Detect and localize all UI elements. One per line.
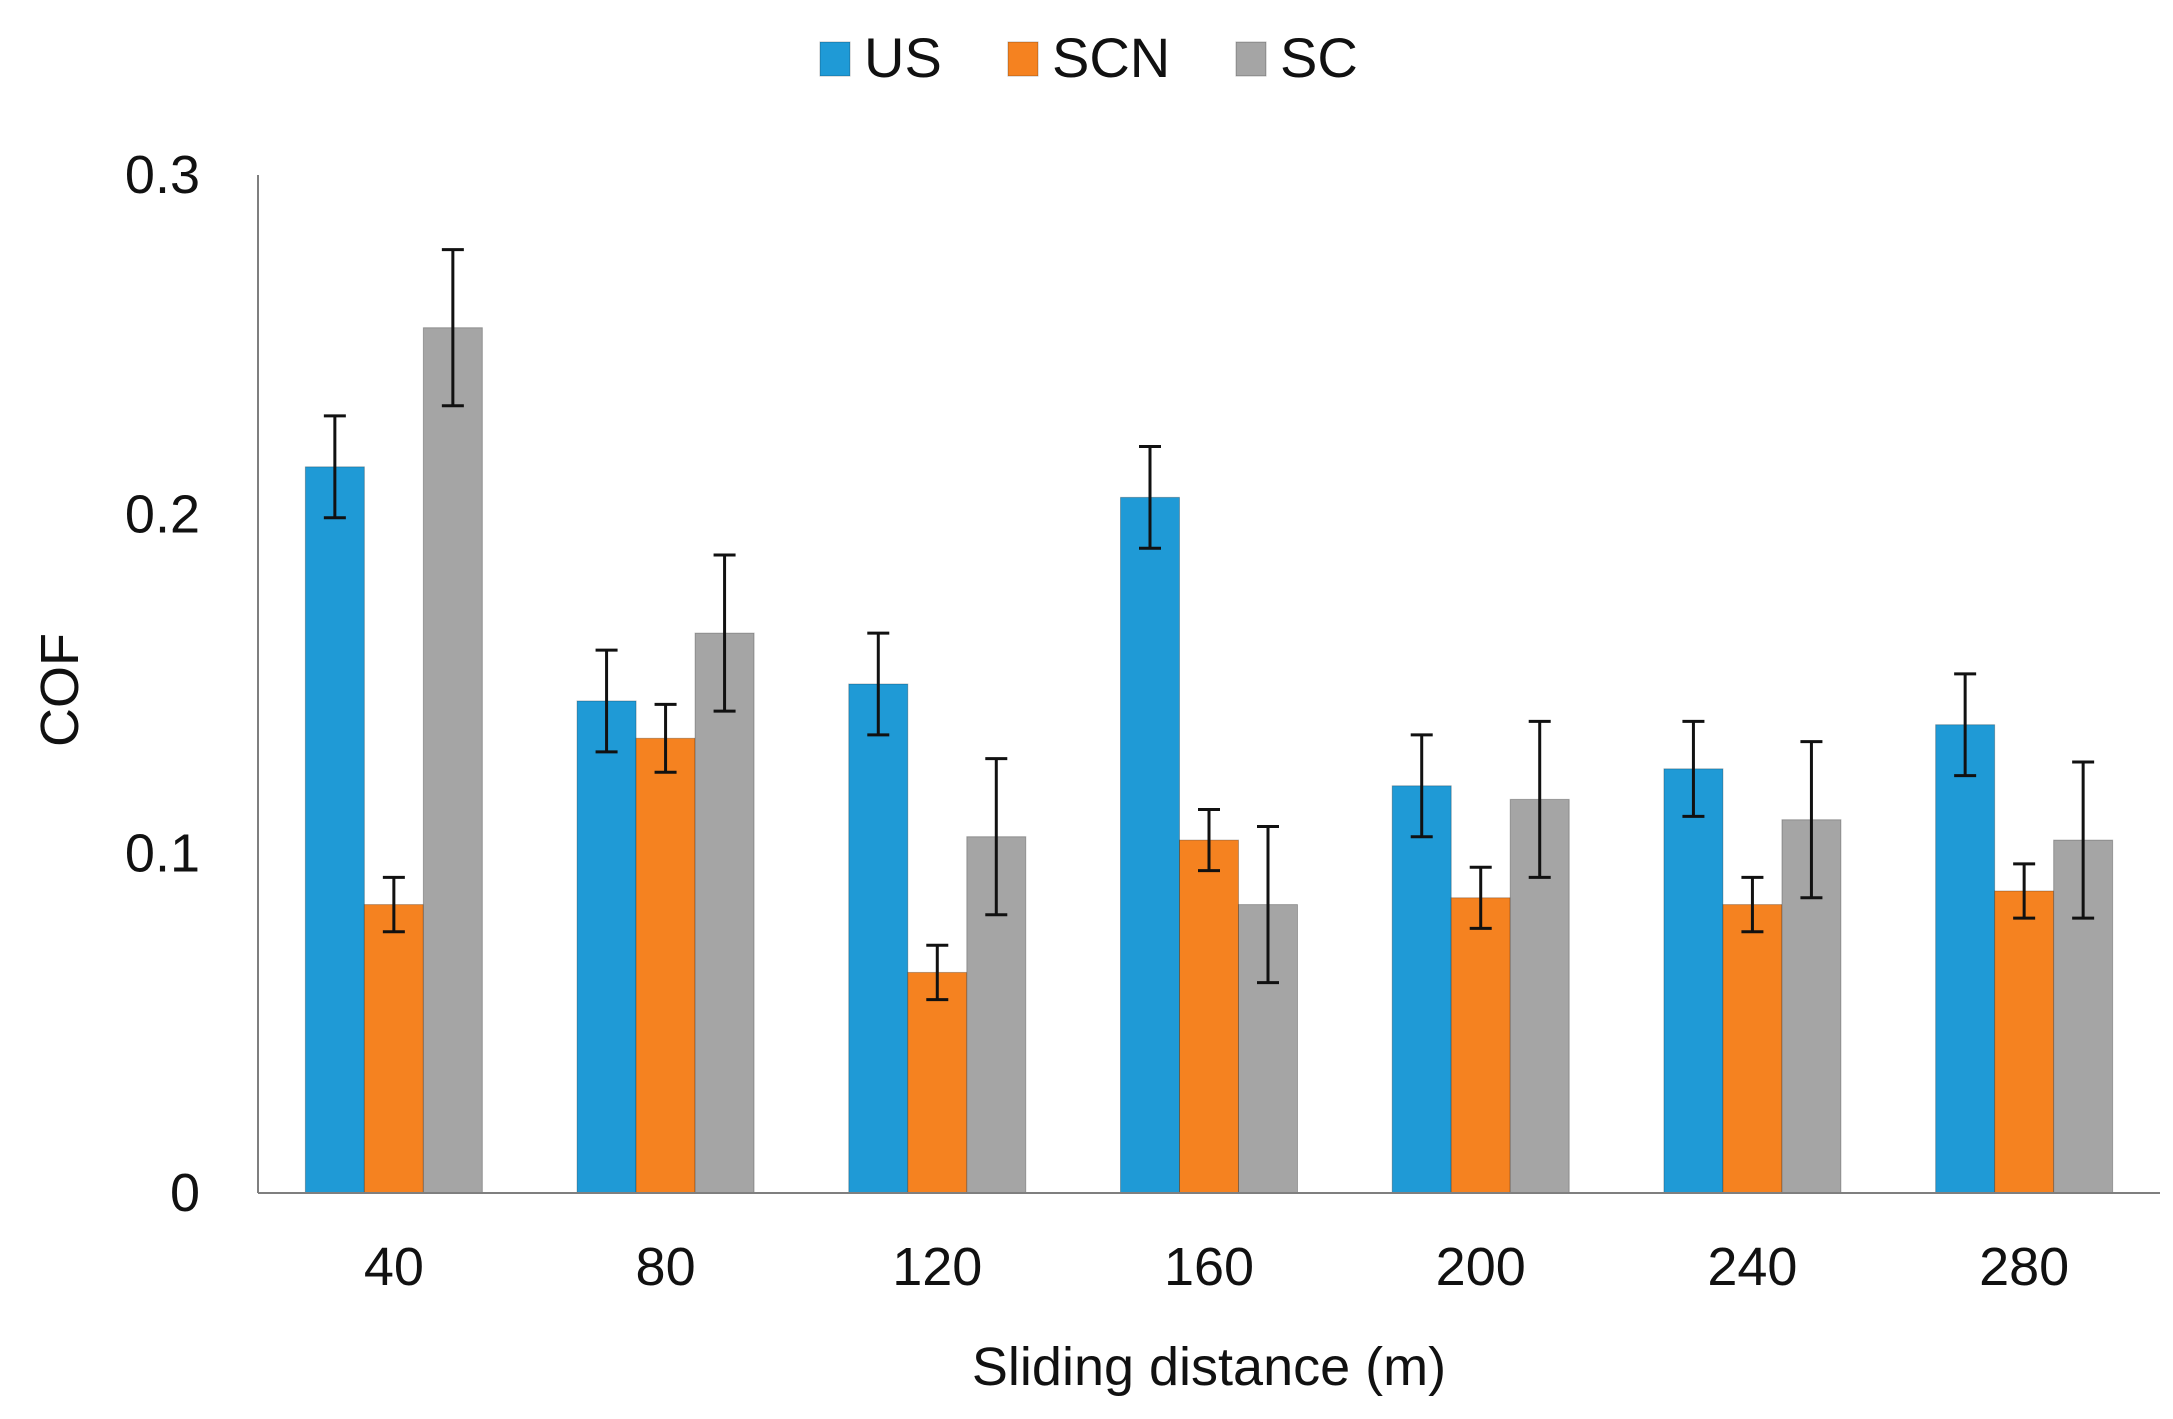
error-bar-us-280 — [1954, 672, 1977, 778]
y-axis-title: COF — [30, 633, 90, 747]
error-bar-sc-240 — [1800, 740, 1823, 900]
error-bar-us-240 — [1682, 719, 1705, 818]
bar-sc-80 — [694, 632, 755, 1194]
x-axis: 40 80 120 160 200 240 280 — [258, 1192, 2160, 1297]
legend-label-us: US — [864, 26, 942, 89]
error-bar-sc-280 — [2072, 760, 2095, 920]
error-bar-us-120 — [867, 631, 890, 737]
bar-scn-240 — [1722, 904, 1783, 1194]
bar-sc-40 — [422, 327, 483, 1194]
bar-us-120 — [848, 683, 909, 1194]
x-tick-label: 200 — [1436, 1237, 1526, 1297]
bar-us-200 — [1391, 785, 1452, 1194]
error-bar-us-80 — [595, 648, 618, 754]
legend-label-sc: SC — [1280, 26, 1358, 89]
plot-area — [304, 248, 2114, 1194]
bar-scn-160 — [1179, 839, 1239, 1194]
y-tick-label: 0 — [170, 1163, 200, 1223]
x-tick-label: 40 — [364, 1237, 424, 1297]
error-bar-scn-80 — [654, 702, 677, 774]
legend-swatch-sc — [1235, 41, 1267, 77]
error-bar-sc-80 — [713, 553, 736, 713]
x-tick-label: 80 — [636, 1237, 696, 1297]
error-bar-sc-120 — [985, 757, 1008, 917]
legend: US SCN SC — [819, 26, 1358, 89]
y-tick-label: 0.1 — [125, 824, 200, 884]
bar-us-160 — [1120, 496, 1180, 1194]
bar-us-80 — [576, 700, 637, 1194]
error-bar-sc-200 — [1528, 719, 1551, 879]
legend-label-scn: SCN — [1052, 26, 1170, 89]
x-tick-label: 240 — [1707, 1237, 1797, 1297]
bar-scn-280 — [1994, 890, 2055, 1194]
bar-scn-200 — [1450, 897, 1511, 1194]
y-axis: 0 0.1 0.2 0.3 — [125, 145, 259, 1223]
error-bar-us-40 — [323, 414, 346, 520]
bar-us-40 — [304, 466, 365, 1194]
error-bar-us-200 — [1410, 733, 1433, 839]
bar-scn-80 — [635, 737, 696, 1194]
error-bar-scn-120 — [926, 943, 949, 1002]
bar-us-240 — [1663, 768, 1724, 1194]
error-bar-scn-200 — [1469, 865, 1492, 930]
bar-us-280 — [1935, 724, 1996, 1194]
x-axis-title: Sliding distance (m) — [972, 1337, 1446, 1397]
x-tick-label: 120 — [892, 1237, 982, 1297]
y-tick-label: 0.2 — [125, 484, 200, 544]
bar-scn-40 — [363, 904, 424, 1194]
error-bar-us-160 — [1139, 444, 1161, 550]
x-tick-label: 280 — [1979, 1237, 2069, 1297]
error-bar-sc-160 — [1257, 825, 1279, 985]
x-tick-label: 160 — [1164, 1237, 1254, 1297]
error-bar-scn-280 — [2013, 862, 2036, 920]
y-tick-label: 0.3 — [125, 145, 200, 205]
legend-swatch-scn — [1007, 41, 1039, 77]
error-bar-scn-240 — [1741, 875, 1764, 934]
error-bar-scn-160 — [1198, 808, 1220, 873]
error-bar-sc-40 — [441, 248, 464, 408]
legend-swatch-us — [819, 41, 851, 77]
error-bar-scn-40 — [382, 875, 405, 934]
bar-scn-120 — [907, 971, 968, 1194]
